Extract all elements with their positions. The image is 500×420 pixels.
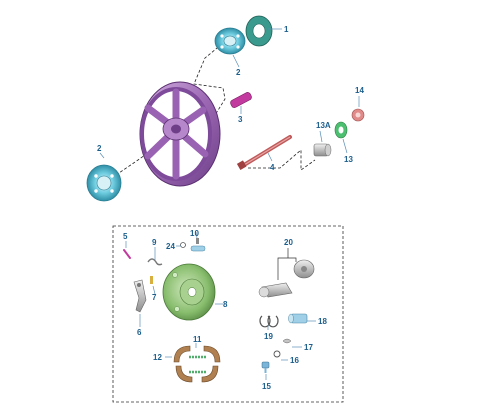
assembly-line-right [248, 149, 316, 171]
callout-2-upper: 2 [236, 68, 241, 77]
callout-6: 6 [137, 328, 142, 337]
wheel-bearing-upper[interactable] [214, 27, 246, 55]
callout-18: 18 [318, 317, 327, 326]
callout-3: 3 [238, 115, 243, 124]
callout-12: 12 [153, 353, 162, 362]
callout-9: 9 [152, 238, 157, 247]
wheel-axle[interactable] [236, 135, 292, 170]
spring-clip[interactable] [147, 258, 163, 266]
spring-washer[interactable] [282, 338, 292, 344]
washer[interactable] [334, 121, 348, 139]
brake-bolt[interactable] [261, 361, 270, 373]
brake-assembly-frame [112, 225, 344, 403]
callout-16: 16 [290, 356, 299, 365]
callout-2-lower: 2 [97, 144, 102, 153]
callout-19: 19 [264, 332, 273, 341]
wheel-bearing-lower[interactable] [86, 164, 122, 202]
washer-small[interactable] [180, 242, 186, 248]
brake-plate[interactable] [162, 263, 216, 321]
callout-15: 15 [262, 382, 271, 391]
callout-14: 14 [355, 86, 364, 95]
callout-8: 8 [223, 300, 228, 309]
callout-11: 11 [193, 335, 202, 344]
brake-pin[interactable] [123, 249, 131, 259]
brake-arm[interactable] [133, 279, 147, 313]
callout-24: 24 [166, 242, 175, 251]
brake-cam-assembly[interactable] [258, 259, 315, 298]
wheel-rim[interactable] [139, 81, 221, 187]
brake-shoe-springs[interactable] [189, 355, 206, 374]
cam-bushing[interactable] [288, 313, 308, 324]
collar-nut[interactable] [351, 108, 365, 122]
oil-seal[interactable] [245, 15, 273, 47]
callout-10: 10 [190, 229, 199, 238]
cam-assembly-bracket [277, 257, 297, 280]
axle-spacer[interactable] [229, 91, 252, 108]
callout-7: 7 [152, 293, 157, 302]
callout-13a: 13A [316, 121, 331, 130]
pointer-pin[interactable] [150, 276, 153, 284]
axle-nut-13a[interactable] [313, 143, 332, 157]
callout-4: 4 [270, 163, 275, 172]
brake-shoe-set[interactable] [173, 345, 221, 383]
callout-20: 20 [284, 238, 293, 247]
callout-17: 17 [304, 343, 313, 352]
lever-bolt[interactable] [190, 238, 206, 252]
callout-1: 1 [284, 25, 289, 34]
callout-13: 13 [344, 155, 353, 164]
cam-washer[interactable] [273, 350, 281, 358]
callout-5: 5 [123, 232, 128, 241]
circlip-set[interactable] [259, 315, 279, 328]
